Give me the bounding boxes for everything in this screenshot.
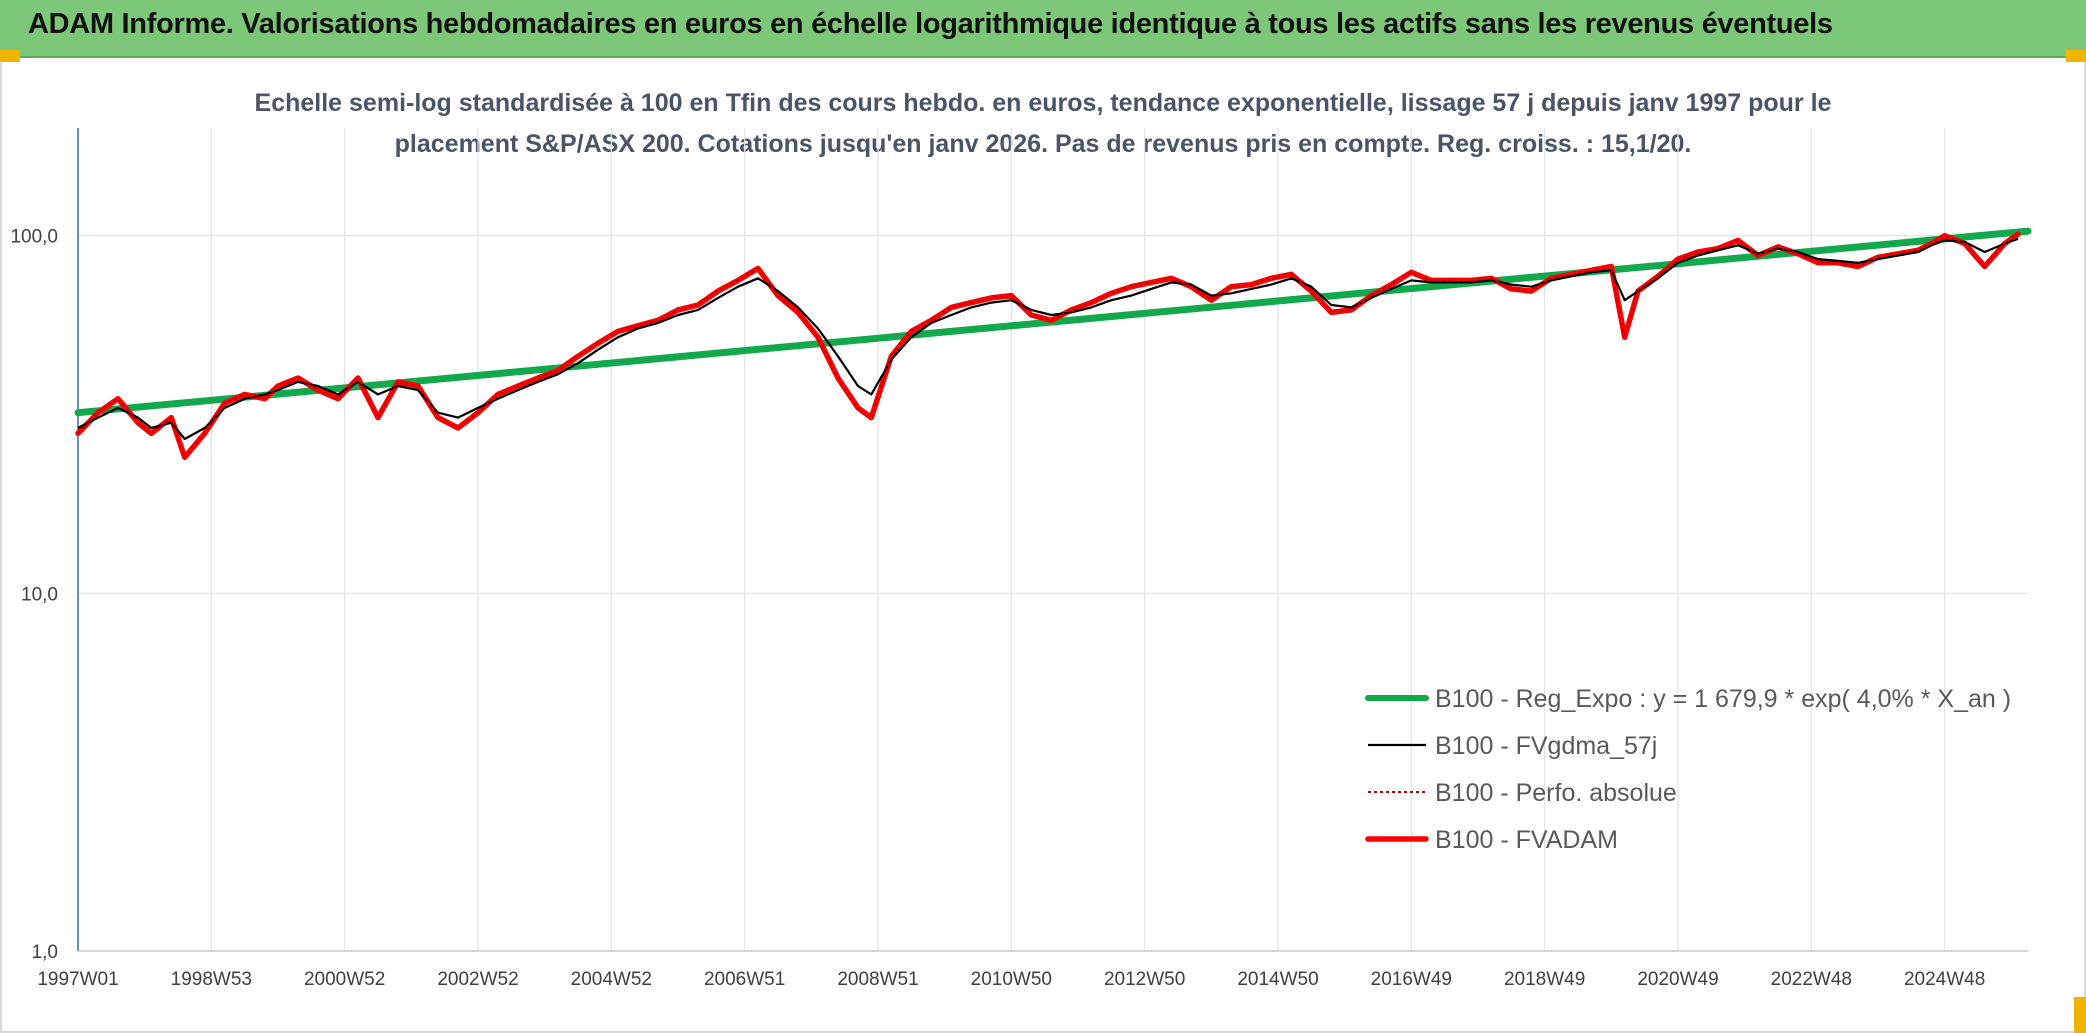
x-tick-label: 2010W50 xyxy=(971,969,1052,990)
x-tick-label: 1997W01 xyxy=(37,969,118,990)
subtitle-line: Echelle semi-log standardisée à 100 en T… xyxy=(255,89,1832,117)
x-tick-label: 2014W50 xyxy=(1237,969,1318,990)
x-tick-label: 2004W52 xyxy=(571,969,652,990)
fvgdma-line xyxy=(77,237,2019,441)
plot-series xyxy=(74,227,2032,461)
perfo-absolue-line xyxy=(77,233,2019,460)
legend-entry: B100 - FVgdma_57j xyxy=(1435,732,1657,760)
x-tick-label: 2016W49 xyxy=(1371,969,1452,990)
x-tick-label: 1998W53 xyxy=(171,969,252,990)
legend: B100 - Reg_Expo : y = 1 679,9 * exp( 4,0… xyxy=(1365,685,2011,854)
x-tick-label: 2002W52 xyxy=(437,969,518,990)
x-tick-label: 2024W48 xyxy=(1904,969,1985,990)
gridlines xyxy=(77,128,2028,952)
x-tick-label: 2000W52 xyxy=(304,969,385,990)
y-tick-label: 10,0 xyxy=(21,584,58,605)
x-tick-label: 2008W51 xyxy=(837,969,918,990)
fvadam-line xyxy=(75,231,2021,461)
legend-entry: B100 - Perfo. absolue xyxy=(1435,779,1677,807)
chart-subtitle: Echelle semi-log standardisée à 100 en T… xyxy=(255,89,1832,158)
legend-entry: B100 - FVADAM xyxy=(1435,826,1618,854)
subtitle-line: placement S&P/ASX 200. Cotations jusqu'e… xyxy=(395,130,1692,158)
x-tick-label: 2012W50 xyxy=(1104,969,1185,990)
x-tick-label: 2022W48 xyxy=(1771,969,1852,990)
legend-entry: B100 - Reg_Expo : y = 1 679,9 * exp( 4,0… xyxy=(1435,685,2011,713)
corner-marker xyxy=(2066,50,2086,62)
y-tick-label: 1,0 xyxy=(32,942,58,963)
chart-area: Echelle semi-log standardisée à 100 en T… xyxy=(10,89,2032,990)
corner-marker xyxy=(0,50,20,62)
x-tick-label: 2006W51 xyxy=(704,969,785,990)
report-banner: ADAM Informe. Valorisations hebdomadaire… xyxy=(0,0,2086,58)
corner-marker xyxy=(2074,997,2086,1033)
report-title: ADAM Informe. Valorisations hebdomadaire… xyxy=(28,8,1833,40)
x-tick-label: 2020W49 xyxy=(1637,969,1718,990)
y-tick-label: 100,0 xyxy=(10,227,58,248)
x-tick-label: 2018W49 xyxy=(1504,969,1585,990)
axes: 1997W01 1998W53 2000W52 2002W52 2004W52 2006W… xyxy=(10,128,2028,990)
